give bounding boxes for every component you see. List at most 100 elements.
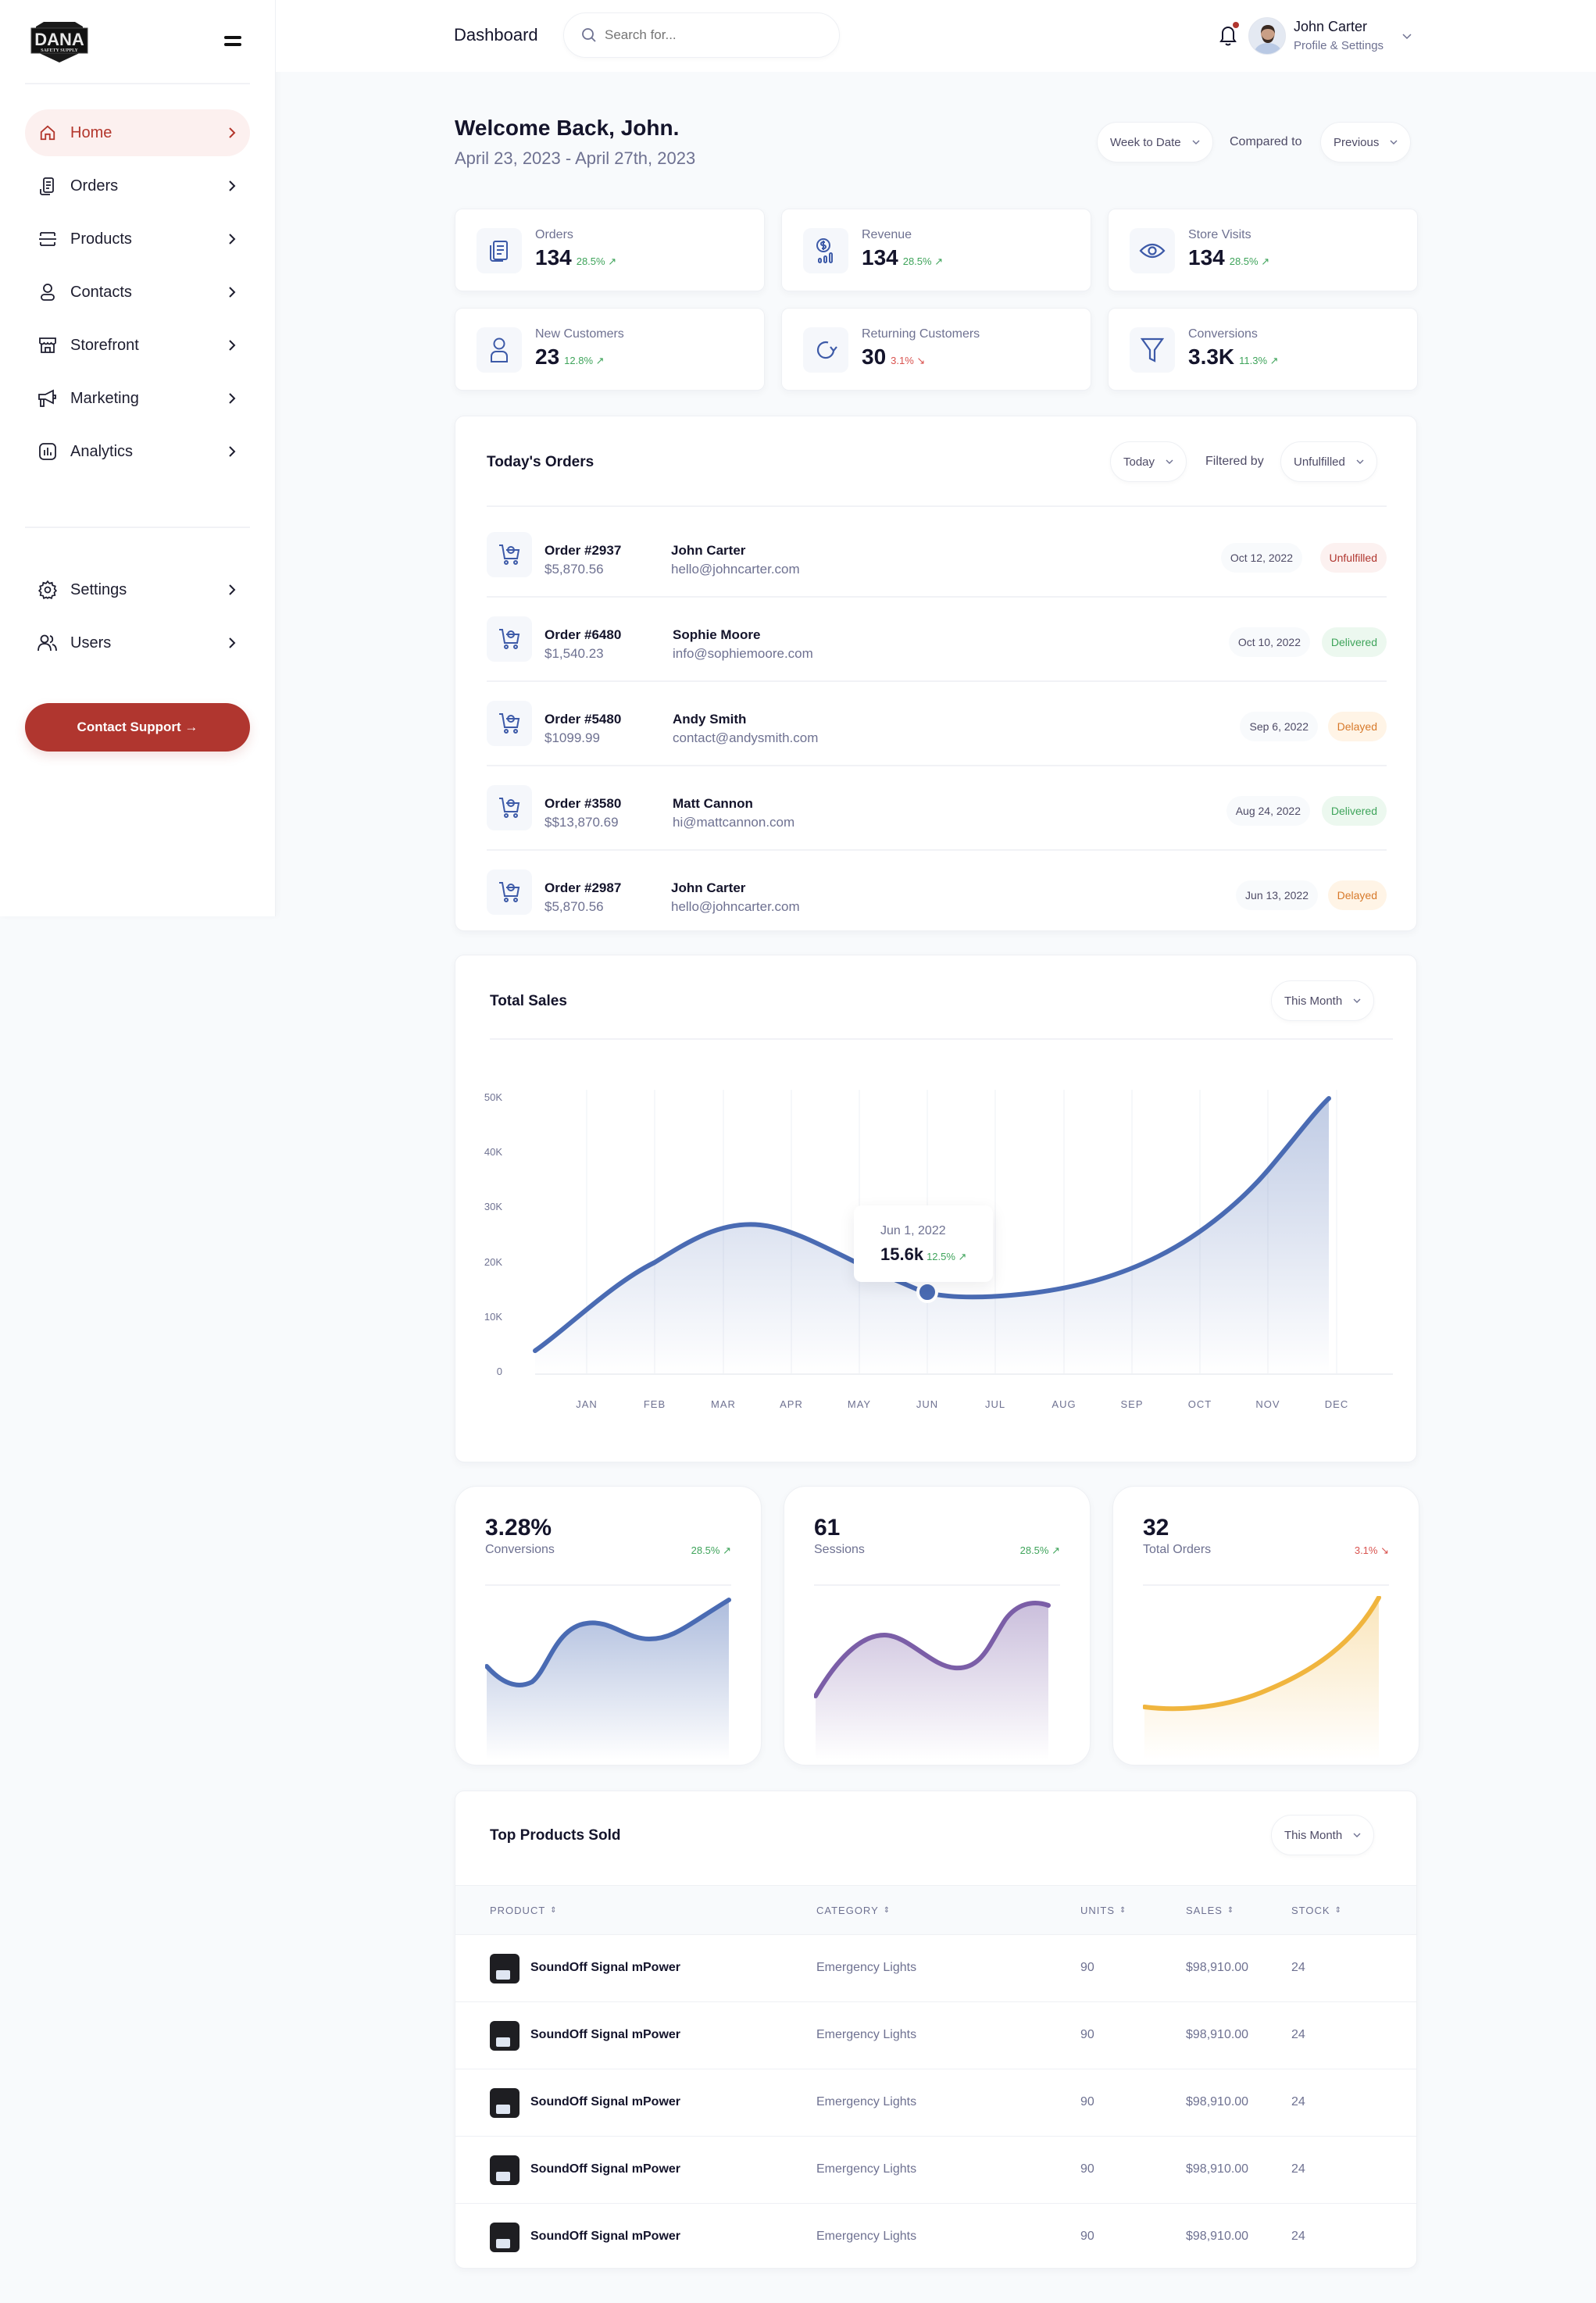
order-id[interactable]: Order #3580: [544, 796, 622, 811]
kpi-delta: 28.5% ↗: [576, 255, 617, 267]
orders-period-select[interactable]: Today: [1110, 441, 1187, 482]
product-units: 90: [1080, 1961, 1094, 1974]
cart-icon: [487, 869, 532, 915]
period-select[interactable]: Week to Date: [1097, 122, 1213, 162]
contact-support-button[interactable]: Contact Support →: [25, 703, 250, 752]
sidebar-item-label: Users: [70, 634, 112, 652]
order-date: Jun 13, 2022: [1236, 880, 1318, 910]
sales-period-select[interactable]: This Month: [1271, 980, 1375, 1021]
divider: [485, 1584, 731, 1586]
product-thumbnail: [490, 2223, 520, 2252]
product-name[interactable]: SoundOff Signal mPower: [530, 2162, 681, 2176]
sidebar-item-contacts[interactable]: Contacts: [25, 269, 250, 316]
kpi-label: Conversions: [1188, 327, 1258, 341]
mini-card-conversions[interactable]: 3.28% Conversions 28.5% ↗: [455, 1486, 762, 1766]
order-id[interactable]: Order #5480: [544, 712, 622, 727]
order-date: Sep 6, 2022: [1240, 712, 1318, 741]
cart-icon: [487, 532, 532, 577]
x-tick: JAN: [576, 1398, 598, 1410]
sidebar-item-users[interactable]: Users: [25, 619, 250, 666]
user-name[interactable]: John Carter: [1294, 19, 1368, 34]
order-row[interactable]: Order #3580 $$13,870.69 Matt Cannon hi@m…: [487, 766, 1387, 849]
chevron-down-icon[interactable]: [1402, 31, 1412, 41]
total-orders-sparkline: [1143, 1596, 1381, 1760]
user-icon: [477, 327, 522, 373]
order-id[interactable]: Order #2987: [544, 880, 622, 895]
sidebar-item-analytics[interactable]: Analytics: [25, 428, 250, 475]
search-input[interactable]: [605, 27, 808, 43]
sidebar-item-home[interactable]: Home: [25, 109, 250, 156]
compare-select[interactable]: Previous: [1320, 122, 1412, 162]
kpi-card-new-customers[interactable]: New Customers 23 12.8% ↗: [455, 308, 765, 391]
orders-period-value: Today: [1123, 455, 1155, 469]
product-name[interactable]: SoundOff Signal mPower: [530, 2230, 681, 2243]
kpi-delta: 11.3% ↗: [1239, 355, 1279, 366]
sidebar-item-marketing[interactable]: Marketing: [25, 375, 250, 422]
order-row[interactable]: Order #2937 $5,870.56 John Carter hello@…: [487, 513, 1387, 596]
kpi-card-orders[interactable]: Orders 134 28.5% ↗: [455, 209, 765, 291]
sidebar-item-storefront[interactable]: Storefront: [25, 322, 250, 369]
brand-tagline: SAFETY SUPPLY: [41, 48, 78, 53]
table-row[interactable]: SoundOff Signal mPower Emergency Lights …: [455, 2002, 1416, 2069]
chevron-right-icon: [229, 340, 236, 351]
product-name[interactable]: SoundOff Signal mPower: [530, 2028, 681, 2041]
date-range: April 23, 2023 - April 27th, 2023: [455, 148, 696, 168]
table-row[interactable]: SoundOff Signal mPower Emergency Lights …: [455, 2069, 1416, 2137]
mini-card-total-orders[interactable]: 32 Total Orders 3.1% ↘: [1112, 1486, 1419, 1766]
compared-to-label: Compared to: [1230, 135, 1302, 148]
kpi-label: Store Visits: [1188, 228, 1251, 241]
kpi-delta: 12.8% ↗: [564, 355, 605, 366]
kpi-card-conversions[interactable]: Conversions 3.3K 11.3% ↗: [1108, 308, 1418, 391]
column-header-units[interactable]: UNITS ⇕: [1080, 1905, 1127, 1916]
products-period-select[interactable]: This Month: [1271, 1815, 1375, 1855]
x-tick: JUN: [916, 1398, 939, 1410]
chart-icon: [37, 441, 58, 462]
column-header-product[interactable]: PRODUCT ⇕: [490, 1905, 558, 1916]
kpi-label: New Customers: [535, 327, 624, 341]
table-row[interactable]: SoundOff Signal mPower Emergency Lights …: [455, 2204, 1416, 2268]
order-id[interactable]: Order #2937: [544, 543, 622, 558]
order-row[interactable]: Order #6480 $1,540.23 Sophie Moore info@…: [487, 598, 1387, 680]
brand-logo[interactable]: DANA SAFETY SUPPLY: [28, 20, 91, 64]
avatar[interactable]: [1248, 17, 1286, 55]
user-subtitle[interactable]: Profile & Settings: [1294, 39, 1384, 52]
products-period-value: This Month: [1284, 1828, 1343, 1842]
customer-name: John Carter: [671, 880, 746, 895]
mini-card-sessions[interactable]: 61 Sessions 28.5% ↗: [784, 1486, 1091, 1766]
sidebar-item-products[interactable]: Products: [25, 216, 250, 262]
sidebar-item-settings[interactable]: Settings: [25, 566, 250, 613]
menu-toggle-icon[interactable]: [224, 36, 241, 47]
notification-bell-icon[interactable]: [1219, 22, 1239, 47]
eye-icon: [1130, 228, 1175, 273]
orders-filter-select[interactable]: Unfulfilled: [1280, 441, 1377, 482]
chevron-down-icon: [1390, 140, 1398, 145]
product-units: 90: [1080, 2230, 1094, 2243]
search-box[interactable]: [563, 12, 840, 58]
product-name[interactable]: SoundOff Signal mPower: [530, 2095, 681, 2108]
order-row[interactable]: Order #2987 $5,870.56 John Carter hello@…: [487, 851, 1387, 934]
kpi-card-store-visits[interactable]: Store Visits 134 28.5% ↗: [1108, 209, 1418, 291]
y-tick: 50K: [484, 1091, 502, 1103]
mini-value: 3.28%: [485, 1515, 552, 1541]
compare-select-value: Previous: [1334, 135, 1380, 149]
sort-icon: ⇕: [550, 1906, 558, 1915]
kpi-card-returning-customers[interactable]: Returning Customers 30 3.1% ↘: [781, 308, 1091, 391]
sales-area-chart[interactable]: [455, 955, 1418, 1463]
megaphone-icon: [37, 388, 58, 409]
product-name[interactable]: SoundOff Signal mPower: [530, 1961, 681, 1974]
sidebar-item-label: Home: [70, 123, 112, 141]
order-id[interactable]: Order #6480: [544, 627, 622, 642]
sidebar-item-orders[interactable]: Orders: [25, 162, 250, 209]
order-row[interactable]: Order #5480 $1099.99 Andy Smith contact@…: [487, 682, 1387, 765]
kpi-card-revenue[interactable]: Revenue 134 28.5% ↗: [781, 209, 1091, 291]
table-row[interactable]: SoundOff Signal mPower Emergency Lights …: [455, 1935, 1416, 2002]
table-row[interactable]: SoundOff Signal mPower Emergency Lights …: [455, 2137, 1416, 2204]
top-header: Dashboard John Carter Profile & Settings: [276, 0, 1596, 72]
top-products-title: Top Products Sold: [490, 1827, 621, 1844]
column-header-category[interactable]: CATEGORY ⇕: [816, 1905, 891, 1916]
status-badge: Delivered: [1321, 796, 1387, 826]
column-header-sales[interactable]: SALES ⇕: [1186, 1905, 1235, 1916]
column-header-stock[interactable]: STOCK ⇕: [1291, 1905, 1342, 1916]
x-tick: JUL: [984, 1398, 1006, 1410]
sidebar-item-label: Products: [70, 230, 132, 248]
